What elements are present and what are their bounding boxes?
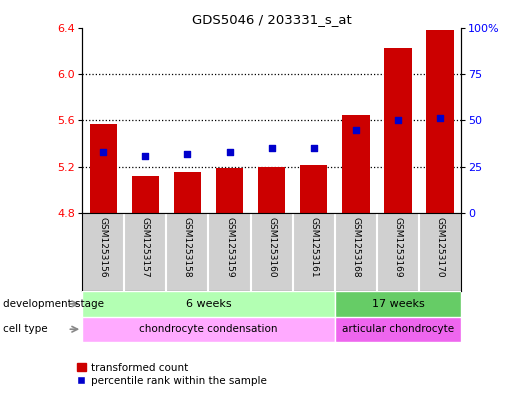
Text: GSM1253158: GSM1253158 (183, 217, 192, 277)
Text: 6 weeks: 6 weeks (186, 299, 231, 309)
Bar (342, 115, 369, 213)
Point (351, 127, 360, 133)
Bar (82, 291, 335, 316)
Bar (335, 316, 461, 342)
Point (394, 117, 402, 123)
Bar (131, 176, 159, 213)
Bar (384, 48, 412, 213)
Point (225, 149, 234, 155)
Point (310, 145, 318, 151)
Text: GSM1253156: GSM1253156 (99, 217, 108, 277)
Text: 17 weeks: 17 weeks (372, 299, 425, 309)
Text: GSM1253160: GSM1253160 (267, 217, 276, 277)
Text: GSM1253169: GSM1253169 (393, 217, 402, 277)
Title: GDS5046 / 203331_s_at: GDS5046 / 203331_s_at (192, 13, 351, 26)
Text: chondrocyte condensation: chondrocyte condensation (139, 324, 278, 334)
Text: GSM1253170: GSM1253170 (436, 217, 445, 277)
Text: GSM1253159: GSM1253159 (225, 217, 234, 277)
Text: articular chondrocyte: articular chondrocyte (342, 324, 454, 334)
Text: development stage: development stage (3, 299, 104, 309)
Point (183, 151, 192, 157)
Point (99, 149, 108, 155)
Text: cell type: cell type (3, 324, 47, 334)
Point (141, 152, 149, 159)
Bar (216, 168, 243, 213)
Text: GSM1253168: GSM1253168 (351, 217, 360, 277)
Bar (258, 167, 285, 213)
Bar (174, 173, 201, 213)
Bar (335, 291, 461, 316)
Bar (90, 124, 117, 213)
Legend: transformed count, percentile rank within the sample: transformed count, percentile rank withi… (77, 363, 267, 386)
Text: GSM1253157: GSM1253157 (141, 217, 150, 277)
Bar (300, 165, 328, 213)
Bar (82, 316, 335, 342)
Point (267, 145, 276, 151)
Bar (426, 30, 454, 213)
Text: GSM1253161: GSM1253161 (309, 217, 318, 277)
Point (436, 115, 444, 121)
